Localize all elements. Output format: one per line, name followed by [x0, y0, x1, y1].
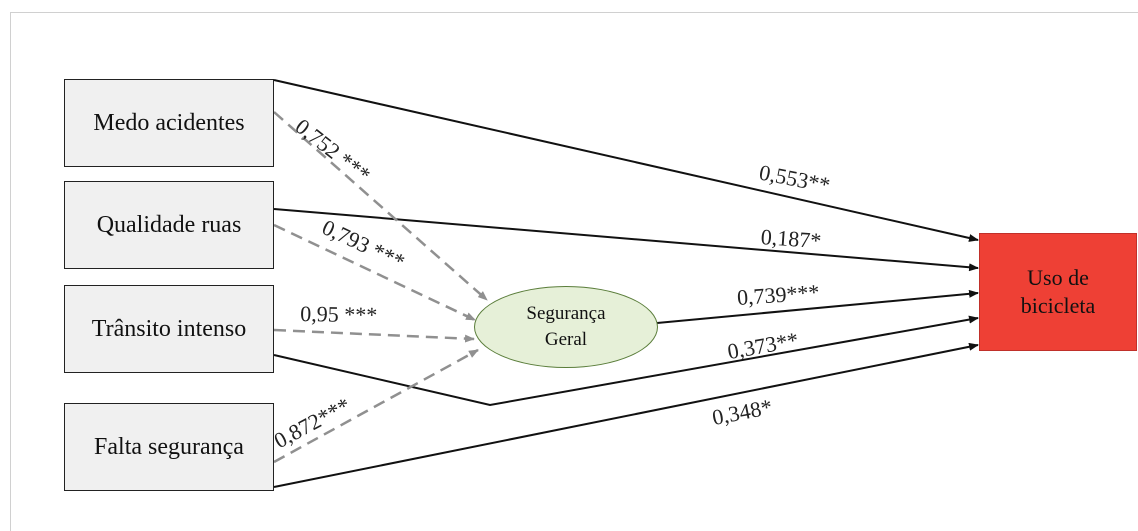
path-falta-to-uso [273, 342, 979, 488]
predictor-label: Falta segurança [94, 433, 244, 460]
path-falta-to-geral [273, 348, 479, 464]
path-transito-to-uso [273, 315, 979, 407]
path-geral-to-uso [656, 289, 979, 324]
predictor-box-medo-acidentes: Medo acidentes [64, 79, 274, 167]
predictor-label: Qualidade ruas [96, 211, 242, 238]
outcome-uso-de-bicicleta: Uso de bicicleta [979, 233, 1137, 351]
coef-transito-to-geral: 0,95 *** [300, 301, 378, 328]
mediator-label-line2: Geral [544, 329, 588, 350]
predictor-box-qualidade-ruas: Qualidade ruas [64, 181, 274, 269]
predictor-box-falta-seguranca: Falta segurança [64, 403, 274, 491]
mediator-seguranca-geral: Segurança Geral [474, 286, 658, 368]
outcome-label-line2: bicicleta [1020, 293, 1096, 318]
figure-frame [10, 12, 1138, 531]
path-medo-to-geral [273, 111, 488, 301]
path-qualidade-to-uso [273, 208, 979, 272]
path-medo-to-uso [273, 79, 979, 242]
predictor-box-transito-intenso: Trânsito intenso [64, 285, 274, 373]
path-transito-to-geral [273, 328, 475, 343]
predictor-label: Medo acidentes [93, 109, 245, 136]
mediator-label-line1: Segurança [526, 303, 606, 324]
coef-qualidade-to-uso: 0,187* [760, 224, 823, 254]
outcome-label-line1: Uso de [1027, 265, 1089, 290]
predictor-label: Trânsito intenso [91, 315, 247, 342]
